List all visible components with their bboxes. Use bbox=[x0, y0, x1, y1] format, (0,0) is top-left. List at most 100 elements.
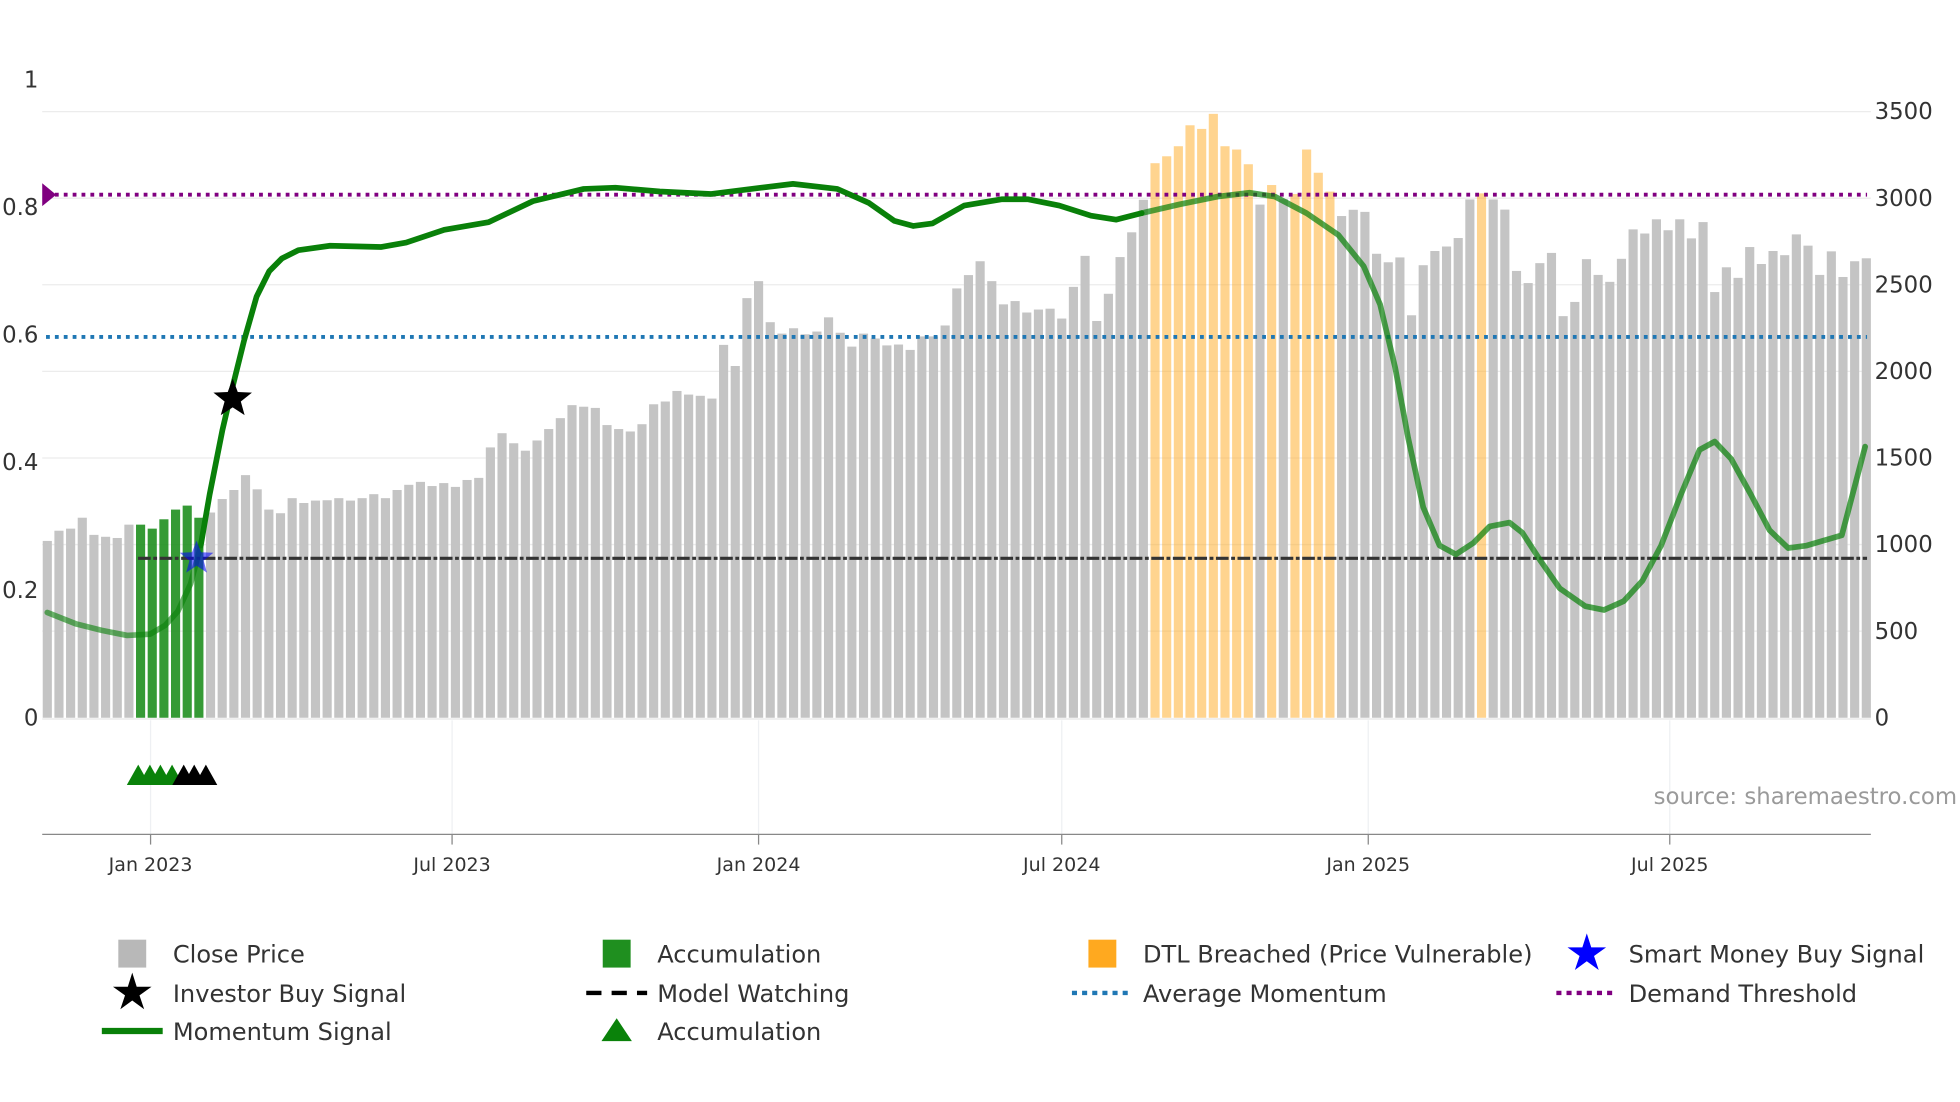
x-axis-tick-label: Jul 2025 bbox=[1630, 854, 1708, 876]
price-bar bbox=[264, 509, 274, 718]
accumulation-bar bbox=[194, 517, 204, 718]
price-bar bbox=[1092, 320, 1102, 718]
dtl-breached-bar bbox=[1162, 156, 1172, 718]
price-bar bbox=[637, 424, 647, 718]
price-bar bbox=[1686, 238, 1696, 718]
price-bar bbox=[1360, 211, 1370, 718]
price-bar bbox=[998, 304, 1009, 718]
accumulation-bar bbox=[136, 524, 146, 718]
price-bar bbox=[1721, 267, 1731, 718]
price-bar bbox=[987, 281, 997, 718]
left-axis-tick-label: 0.8 bbox=[2, 195, 38, 221]
price-bar bbox=[101, 536, 111, 718]
price-bar bbox=[1383, 262, 1393, 718]
dtl-breached-bar bbox=[1243, 164, 1253, 718]
right-axis-tick-label: 0 bbox=[1875, 705, 1890, 731]
price-bar bbox=[823, 317, 834, 718]
price-bar bbox=[1068, 286, 1078, 718]
legend-label: Accumulation bbox=[657, 941, 821, 969]
right-axis-tick-label: 3000 bbox=[1875, 186, 1933, 212]
dtl-breached-bar bbox=[1150, 163, 1160, 718]
price-bar bbox=[275, 513, 286, 718]
price-bar bbox=[1803, 245, 1813, 718]
price-bar bbox=[1465, 199, 1475, 718]
dtl-breached-bar bbox=[1267, 185, 1277, 718]
price-bar bbox=[754, 281, 764, 718]
price-bar bbox=[380, 498, 391, 718]
price-bar bbox=[835, 332, 845, 718]
price-bar bbox=[1675, 219, 1685, 718]
price-bar bbox=[252, 489, 262, 718]
price-bar bbox=[240, 475, 251, 718]
price-bar bbox=[1395, 257, 1405, 718]
price-bar bbox=[42, 540, 52, 718]
price-bar bbox=[730, 366, 740, 718]
price-bar bbox=[882, 345, 892, 718]
left-axis-tick-label: 0.4 bbox=[2, 450, 38, 476]
price-bar bbox=[777, 333, 787, 718]
price-bar bbox=[369, 494, 379, 718]
price-bar bbox=[1628, 229, 1638, 718]
price-bar bbox=[940, 325, 950, 718]
accumulation-bar bbox=[182, 505, 192, 718]
price-bar bbox=[870, 338, 880, 718]
blue-star-icon bbox=[1567, 933, 1607, 970]
dtl-breached-bar bbox=[1220, 146, 1230, 718]
price-bar bbox=[1033, 309, 1043, 718]
price-bar bbox=[765, 322, 775, 718]
gray-square-icon bbox=[118, 939, 147, 968]
legend-item: Average Momentum bbox=[1071, 980, 1387, 1008]
legend-item: Close Price bbox=[118, 939, 305, 969]
price-bar bbox=[1255, 204, 1265, 718]
price-bar bbox=[649, 404, 659, 718]
accumulation-bar bbox=[147, 528, 157, 718]
price-bar bbox=[497, 433, 507, 718]
price-bar bbox=[1558, 316, 1568, 718]
dtl-breached-bar bbox=[1325, 191, 1335, 718]
price-bar bbox=[1651, 219, 1661, 718]
legend-item: Momentum Signal bbox=[101, 1018, 392, 1046]
price-bar bbox=[1488, 199, 1498, 718]
price-bar bbox=[112, 537, 122, 718]
price-bar bbox=[1103, 293, 1113, 718]
legend-item: Demand Threshold bbox=[1556, 980, 1857, 1008]
accumulation-bar bbox=[159, 519, 169, 718]
x-axis-tick-label: Jan 2024 bbox=[716, 854, 801, 876]
price-bar bbox=[917, 336, 927, 718]
price-bar bbox=[77, 517, 87, 718]
price-bar bbox=[555, 418, 565, 718]
dtl-breached-bar bbox=[1313, 172, 1323, 718]
dtl-breached-bar bbox=[1173, 146, 1183, 718]
momentum-line-faded bbox=[44, 542, 204, 639]
legend-label: Close Price bbox=[173, 941, 305, 969]
price-bar bbox=[1080, 255, 1090, 718]
price-bar bbox=[1581, 259, 1592, 718]
legend-label: DTL Breached (Price Vulnerable) bbox=[1143, 941, 1533, 969]
dtl-breached-bar bbox=[1302, 149, 1312, 718]
left-axis-tick-label: 0 bbox=[24, 705, 39, 731]
price-bar bbox=[1791, 234, 1801, 718]
x-axis-tick-label: Jan 2025 bbox=[1325, 854, 1410, 876]
signal-markers bbox=[126, 378, 252, 785]
price-bar bbox=[602, 425, 612, 718]
price-bar bbox=[847, 346, 857, 718]
price-bar bbox=[1500, 209, 1510, 718]
investor-buy-star-icon bbox=[213, 378, 252, 416]
price-bar bbox=[1022, 312, 1032, 718]
price-bar bbox=[1745, 247, 1755, 718]
legend-item: Accumulation bbox=[602, 939, 821, 969]
price-bar bbox=[1768, 251, 1778, 718]
source-credit: source: sharemaestro.com bbox=[1654, 784, 1957, 810]
price-bar bbox=[229, 490, 239, 718]
price-bar bbox=[439, 483, 449, 718]
green-square-icon bbox=[602, 939, 631, 968]
price-bar bbox=[742, 298, 752, 718]
x-axis-tick-label: Jul 2024 bbox=[1022, 854, 1100, 876]
price-bar bbox=[1127, 232, 1137, 718]
legend: Close Price Accumulation DTL Breached (Pri… bbox=[101, 933, 1924, 1046]
legend-item: Smart Money Buy Signal bbox=[1567, 933, 1924, 970]
price-bar bbox=[217, 499, 227, 718]
price-bar bbox=[1546, 252, 1557, 718]
price-bar bbox=[1780, 255, 1790, 718]
